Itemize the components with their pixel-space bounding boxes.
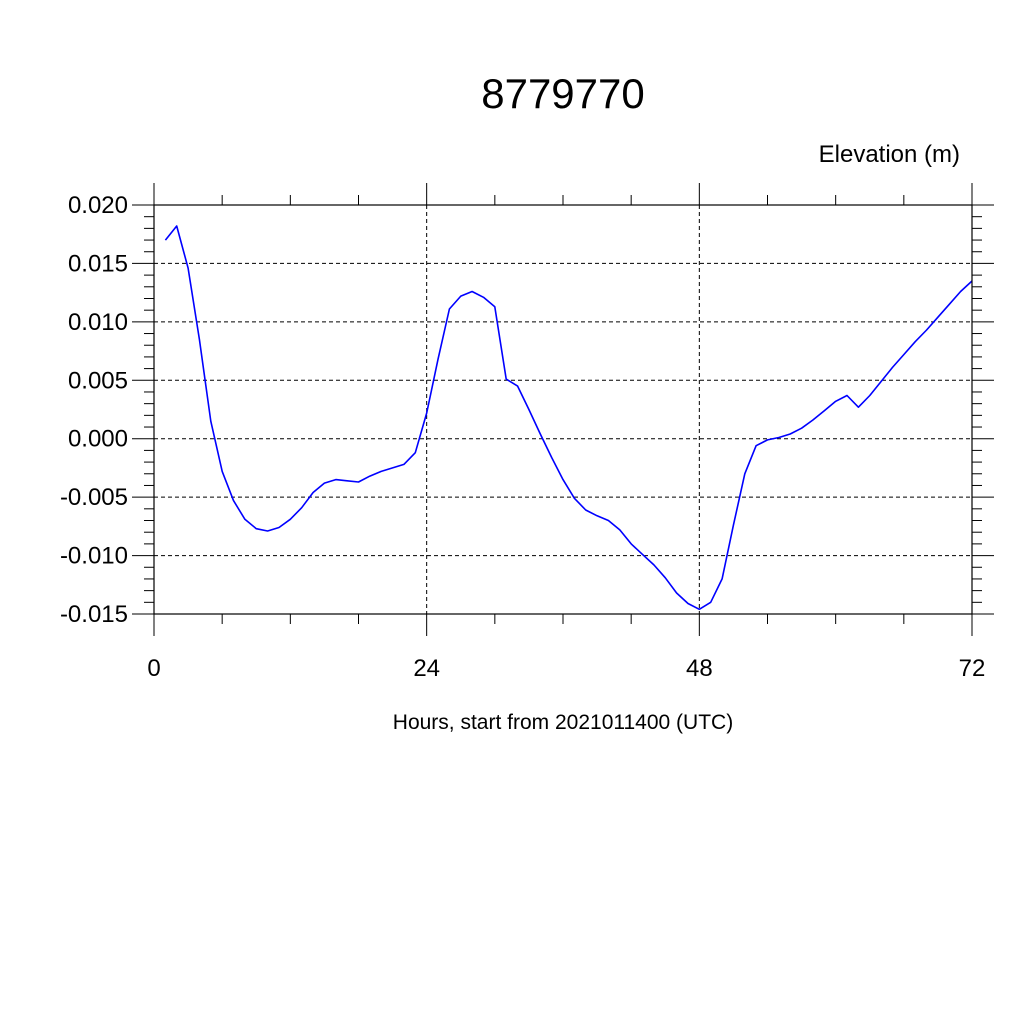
major-ticks (132, 183, 994, 636)
y-tick-label: 0.005 (68, 367, 128, 394)
y-tick-label: 0.020 (68, 192, 128, 219)
y-tick-label: -0.005 (60, 484, 128, 511)
x-axis-label: Hours, start from 2021011400 (UTC) (393, 711, 733, 734)
y-tick-label: 0.010 (68, 309, 128, 336)
x-tick-label: 72 (959, 655, 986, 682)
x-tick-labels: 0 24 48 72 (147, 655, 985, 682)
x-tick-label: 48 (686, 655, 713, 682)
gridlines (154, 205, 972, 614)
x-tick-label: 0 (147, 655, 160, 682)
minor-ticks (144, 195, 982, 624)
y-tick-labels: -0.015 -0.010 -0.005 0.000 0.005 0.010 0.015 0.… (60, 192, 128, 628)
y-axis-label: Elevation (m) (819, 141, 960, 168)
y-tick-label: 0.015 (68, 250, 128, 277)
series-layer (164, 225, 973, 611)
y-tick-label: 0.000 (68, 426, 128, 453)
x-tick-label: 24 (413, 655, 440, 682)
plot-frame (153, 204, 973, 615)
y-tick-label: -0.010 (60, 543, 128, 570)
chart-title: 8779770 (481, 70, 645, 117)
y-tick-label: -0.015 (60, 601, 128, 628)
series-line (164, 225, 973, 611)
